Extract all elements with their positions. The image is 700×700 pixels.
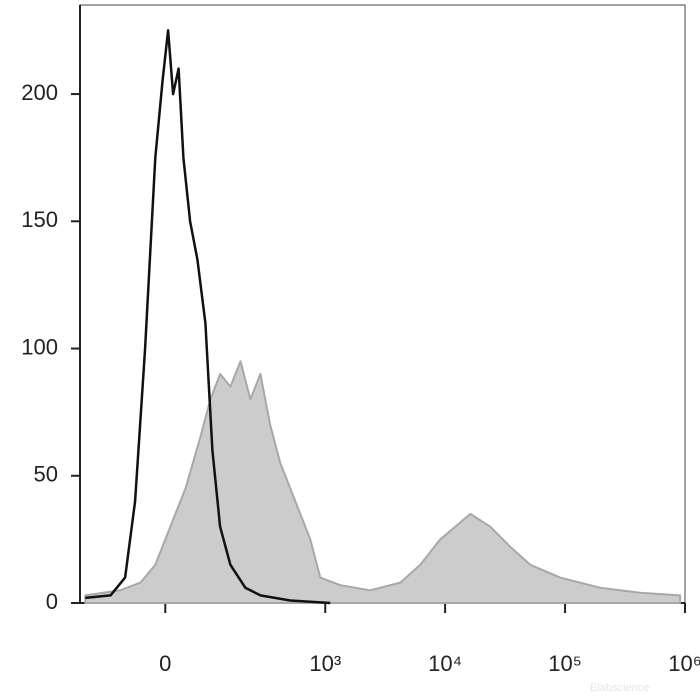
y-tick-label: 0 [46, 589, 58, 614]
x-tick-label: 10⁶ [668, 651, 700, 676]
x-tick-label: 10⁵ [548, 651, 582, 676]
y-tick-label: 150 [21, 207, 58, 232]
x-tick-label: 10⁴ [428, 651, 462, 676]
x-tick-label: 10³ [309, 651, 341, 676]
y-tick-label: 50 [34, 462, 58, 487]
y-tick-label: 100 [21, 334, 58, 359]
plot-frame [79, 4, 686, 604]
histogram-area [84, 360, 682, 604]
watermark: Elabscience [590, 682, 649, 694]
histogram-line [85, 29, 331, 605]
y-tick-label: 200 [21, 80, 58, 105]
x-tick-label: 0 [159, 651, 171, 676]
